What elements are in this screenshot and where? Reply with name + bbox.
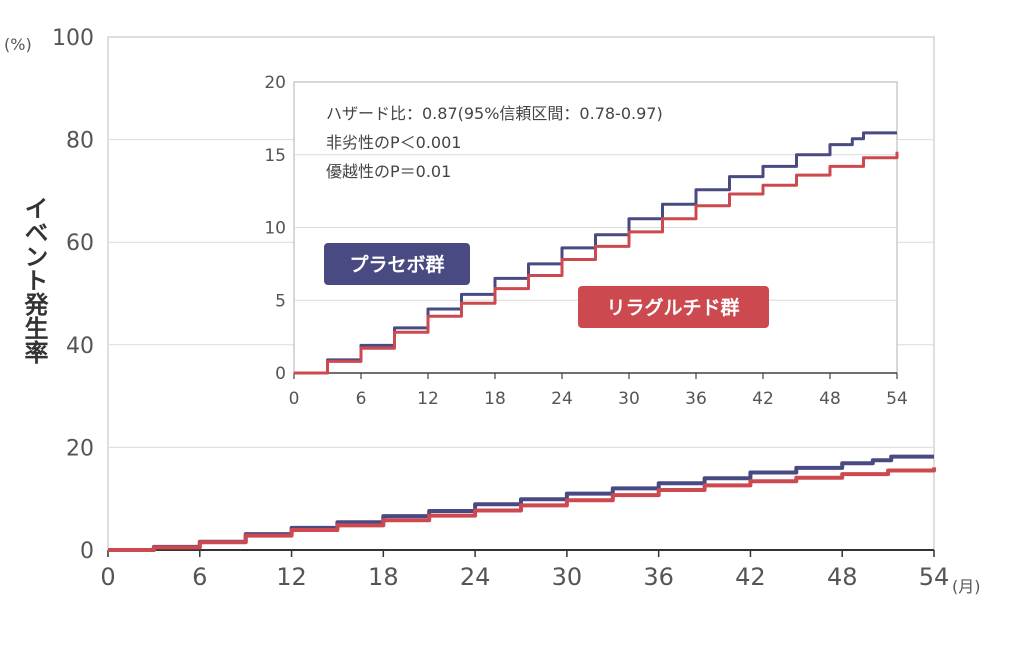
- inset-annotation-line: 優越性のP＝0.01: [326, 162, 451, 181]
- main-y-tick-label: 20: [66, 436, 94, 461]
- main-x-tick-label: 48: [827, 563, 858, 591]
- legend-label-placebo: プラセボ群: [349, 253, 444, 276]
- main-y-tick-label: 100: [52, 26, 94, 51]
- main-x-tick-label: 12: [276, 563, 307, 591]
- main-y-unit: (%): [4, 35, 32, 54]
- main-x-tick-label: 30: [552, 563, 583, 591]
- inset-series-line-liraglutide: [294, 151, 899, 375]
- inset-y-tick-label: 15: [264, 146, 286, 166]
- main-x-tick-label: 6: [192, 563, 207, 591]
- main-y-tick-label: 60: [66, 231, 94, 256]
- main-y-tick-label: 40: [66, 334, 94, 359]
- inset-x-tick-label: 30: [618, 389, 640, 409]
- inset-y-tick-label: 0: [275, 364, 286, 384]
- main-y-axis-label: イベント発生率: [20, 196, 49, 364]
- inset-x-tick-label: 36: [685, 389, 707, 409]
- legend-box-placebo: [324, 243, 470, 285]
- inset-y-tick-label: 10: [264, 219, 286, 239]
- inset-x-tick-label: 24: [551, 389, 573, 409]
- legend-label-liraglutide: リラグルチド群: [606, 296, 739, 319]
- main-x-tick-label: 36: [643, 563, 674, 591]
- inset-series-line-placebo: [294, 131, 897, 375]
- main-x-tick-label: 0: [100, 563, 115, 591]
- legend-box-liraglutide: [578, 286, 769, 328]
- inset-annotation-line: ハザード比：0.87(95%信頼区間：0.78-0.97): [326, 104, 663, 123]
- inset-y-tick-label: 5: [275, 291, 286, 311]
- main-x-tick-label: 18: [368, 563, 399, 591]
- inset-x-tick-label: 0: [289, 389, 300, 409]
- main-series-line-liraglutide: [108, 467, 936, 552]
- main-y-tick-label: 0: [80, 539, 94, 564]
- main-y-tick-label: 80: [66, 129, 94, 154]
- inset-y-tick-label: 20: [264, 73, 286, 93]
- inset-annotation-line: 非劣性のP＜0.001: [326, 133, 461, 152]
- main-x-tick-label: 42: [735, 563, 766, 591]
- main-x-tick-label: 54: [919, 563, 950, 591]
- inset-x-tick-label: 42: [752, 389, 774, 409]
- main-x-unit: (月): [952, 577, 981, 596]
- inset-x-tick-label: 48: [819, 389, 841, 409]
- inset-x-tick-label: 12: [417, 389, 439, 409]
- inset-x-tick-label: 6: [356, 389, 367, 409]
- inset-x-tick-label: 54: [886, 389, 908, 409]
- main-x-tick-label: 24: [460, 563, 491, 591]
- inset-x-tick-label: 18: [484, 389, 506, 409]
